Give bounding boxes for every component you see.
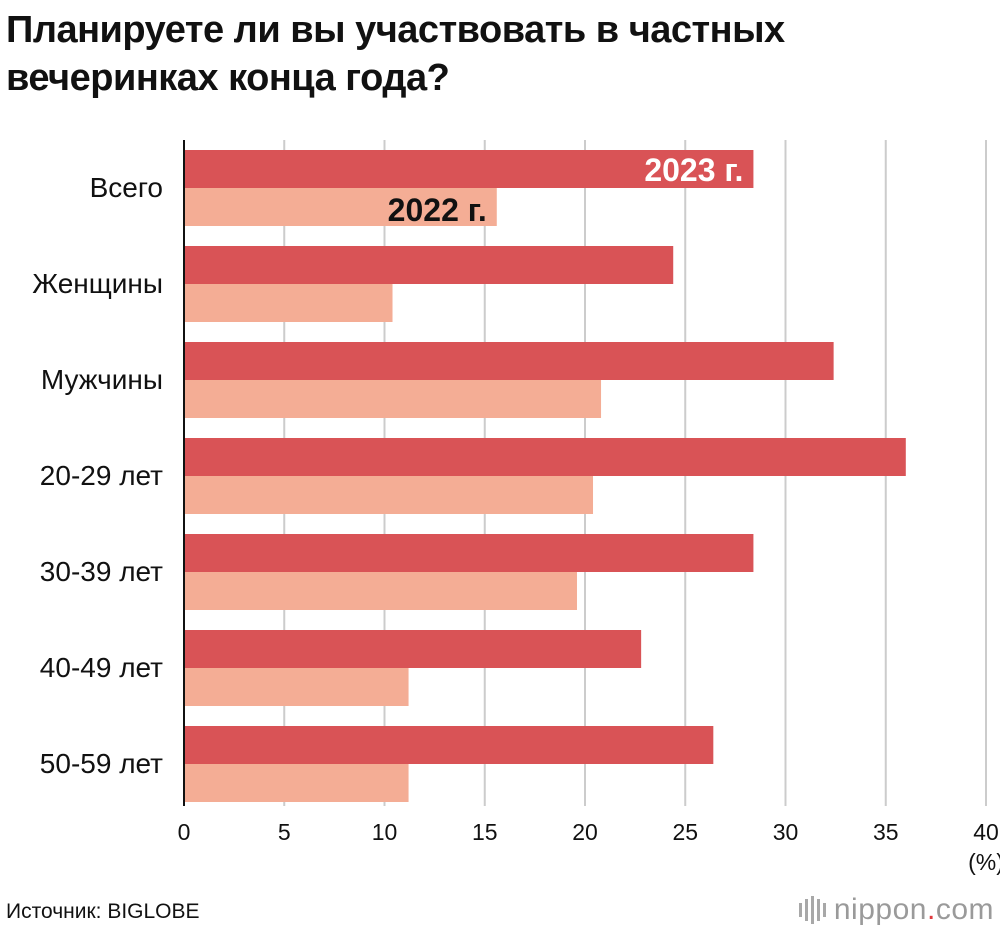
chart-title: Планируете ли вы участвовать в частных в…	[6, 9, 785, 99]
bar-2022	[184, 380, 602, 418]
x-unit-label: (%)	[968, 849, 1000, 875]
x-tick-label: 0	[178, 819, 191, 845]
bars	[184, 150, 906, 802]
bar-2022	[184, 668, 409, 706]
logo-bars-icon	[798, 896, 826, 924]
category-label: Мужчины	[41, 364, 163, 395]
series-label-2023: 2023 г.	[644, 152, 743, 188]
logo-tld: com	[935, 893, 994, 926]
category-label: 50-59 лет	[40, 748, 163, 779]
bar-2023	[184, 534, 754, 572]
x-tick-label: 40	[973, 819, 999, 845]
bar-2022	[184, 764, 409, 802]
bar-2022	[184, 476, 594, 514]
bar-2022	[184, 284, 393, 322]
bar-2022	[184, 188, 497, 226]
publisher-logo[interactable]: nippon. com	[798, 893, 994, 927]
x-tick-label: 5	[278, 819, 291, 845]
bar-2023	[184, 726, 714, 764]
category-label: 20-29 лет	[40, 460, 163, 491]
x-tick-label: 35	[873, 819, 899, 845]
source-note: Источник: BIGLOBE	[6, 900, 200, 923]
bar-2023	[184, 438, 906, 476]
bar-2022	[184, 572, 577, 610]
category-label: Женщины	[32, 268, 163, 299]
series-label-2022: 2022 г.	[388, 192, 487, 228]
bar-2023	[184, 150, 754, 188]
x-tick-label: 20	[572, 819, 598, 845]
category-label: 30-39 лет	[40, 556, 163, 587]
x-tick-label: 10	[372, 819, 398, 845]
category-label: 40-49 лет	[40, 652, 163, 683]
bar-2023	[184, 246, 674, 284]
x-tick-label: 30	[773, 819, 799, 845]
x-tick-label: 15	[472, 819, 498, 845]
bar-2023	[184, 342, 834, 380]
labels: 0 5 10 15 20 25 30 35 40 (%) Всего Женщины Мужчины 20…	[32, 140, 1000, 875]
logo-dot: .	[926, 893, 936, 926]
logo-name: nippon	[833, 893, 927, 926]
bar-2023	[184, 630, 642, 668]
x-tick-label: 25	[672, 819, 698, 845]
category-label: Всего	[90, 172, 163, 203]
